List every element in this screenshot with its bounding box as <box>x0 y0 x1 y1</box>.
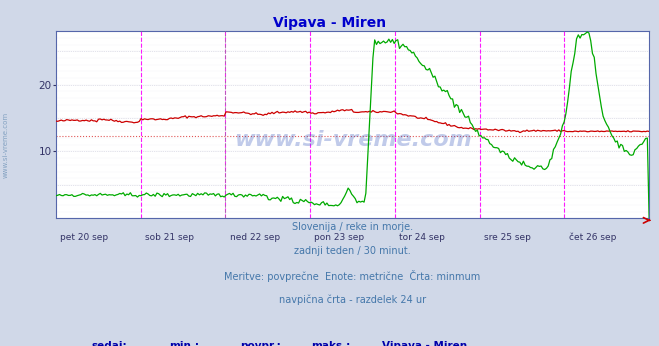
Text: sedaj:: sedaj: <box>92 342 127 346</box>
Text: tor 24 sep: tor 24 sep <box>399 233 445 242</box>
Text: navpična črta - razdelek 24 ur: navpična črta - razdelek 24 ur <box>279 294 426 305</box>
Text: sob 21 sep: sob 21 sep <box>145 233 194 242</box>
Text: čet 26 sep: čet 26 sep <box>569 232 616 242</box>
Text: sre 25 sep: sre 25 sep <box>484 233 530 242</box>
Text: pet 20 sep: pet 20 sep <box>60 233 108 242</box>
Text: pon 23 sep: pon 23 sep <box>314 233 364 242</box>
Text: povpr.:: povpr.: <box>240 342 281 346</box>
Text: zadnji teden / 30 minut.: zadnji teden / 30 minut. <box>294 246 411 256</box>
Text: min.:: min.: <box>169 342 199 346</box>
Text: Vipava - Miren: Vipava - Miren <box>273 16 386 29</box>
Text: www.si-vreme.com: www.si-vreme.com <box>2 112 9 179</box>
Text: Vipava - Miren: Vipava - Miren <box>382 342 467 346</box>
Text: maks.:: maks.: <box>311 342 351 346</box>
Text: Slovenija / reke in morje.: Slovenija / reke in morje. <box>292 222 413 232</box>
Text: ned 22 sep: ned 22 sep <box>230 233 280 242</box>
Text: www.si-vreme.com: www.si-vreme.com <box>234 130 471 150</box>
Text: Meritve: povprečne  Enote: metrične  Črta: minmum: Meritve: povprečne Enote: metrične Črta:… <box>225 270 480 282</box>
